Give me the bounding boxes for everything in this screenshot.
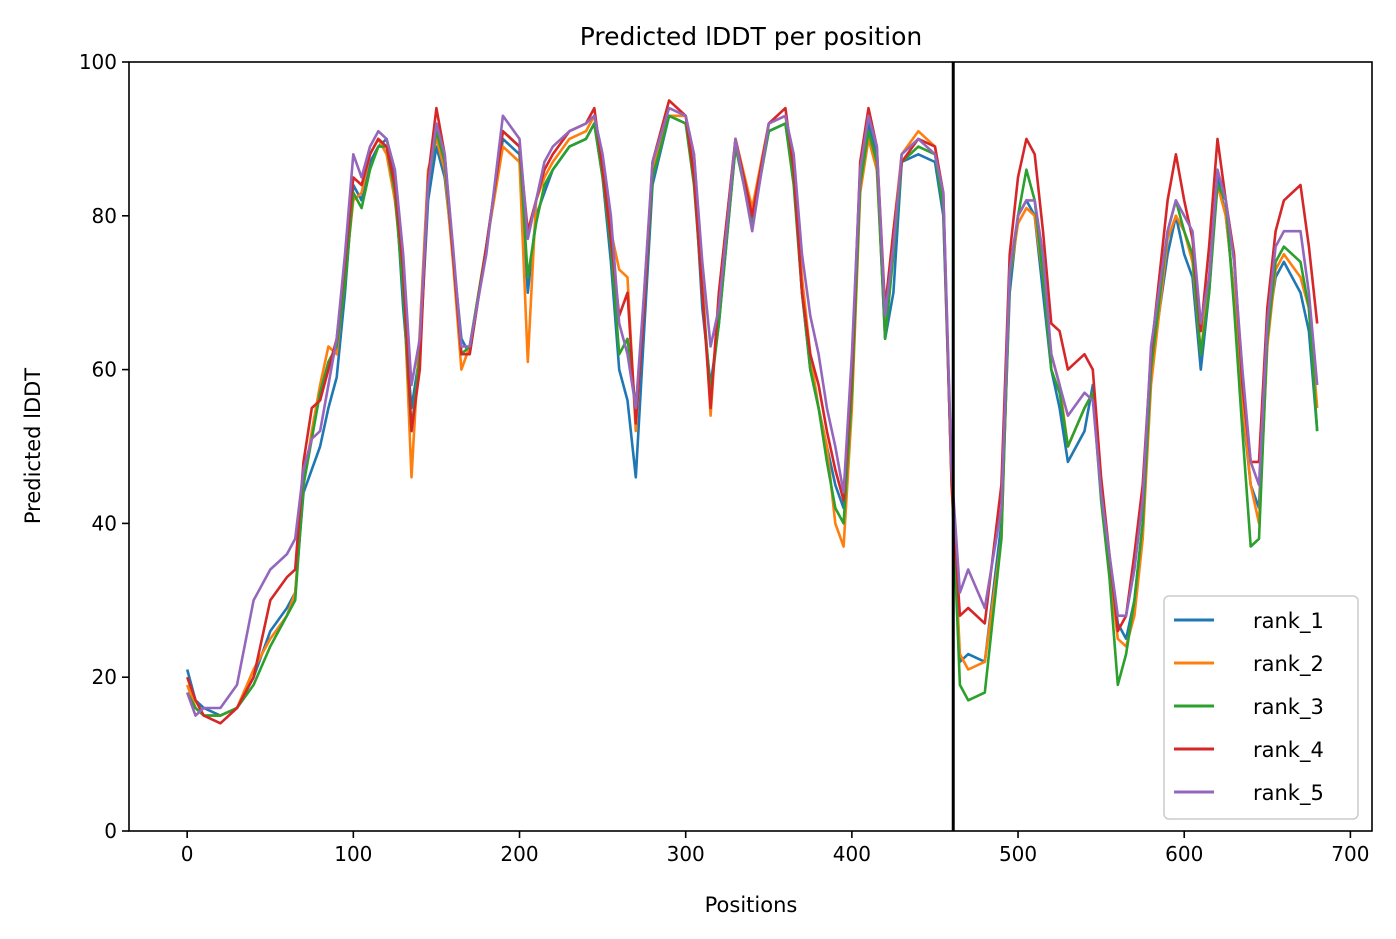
x-tick-label: 600	[1165, 842, 1203, 866]
legend-label-rank_2: rank_2	[1253, 652, 1324, 677]
x-axis-label: Positions	[705, 893, 798, 917]
y-tick-label: 100	[79, 50, 117, 74]
y-tick-label: 60	[92, 358, 117, 382]
x-tick-label: 0	[181, 842, 194, 866]
x-tick-label: 400	[833, 842, 871, 866]
x-tick-label: 500	[999, 842, 1037, 866]
y-tick-label: 40	[92, 511, 117, 535]
x-axis: 0 100 200 300 400 500 600 700	[181, 831, 1369, 866]
x-tick-label: 300	[667, 842, 705, 866]
legend-label-rank_1: rank_1	[1253, 609, 1324, 634]
legend-label-rank_5: rank_5	[1253, 781, 1324, 806]
x-tick-label: 100	[334, 842, 372, 866]
chart-title: Predicted lDDT per position	[580, 22, 922, 51]
legend-label-rank_4: rank_4	[1253, 738, 1324, 763]
series-layer	[185, 99, 1319, 725]
y-axis-label: Predicted lDDT	[21, 368, 45, 524]
y-tick-label: 20	[92, 665, 117, 689]
legend-frame	[1163, 595, 1359, 820]
series-line-rank_5	[185, 106, 1319, 717]
y-axis: 0 20 40 60 80 100	[79, 50, 129, 843]
y-tick-label: 0	[104, 819, 117, 843]
y-tick-label: 80	[92, 204, 117, 228]
legend: rank_1 rank_2 rank_3 rank_4 rank_5	[1163, 595, 1359, 820]
legend-label-rank_3: rank_3	[1253, 695, 1324, 720]
plot-frame	[128, 61, 1373, 832]
x-tick-label: 700	[1331, 842, 1369, 866]
x-tick-label: 200	[500, 842, 538, 866]
